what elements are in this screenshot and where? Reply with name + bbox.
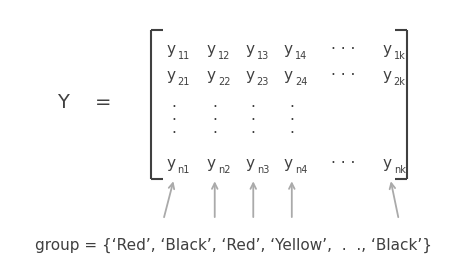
Text: y: y [166,68,175,83]
Text: .: . [251,121,256,136]
Text: nk: nk [394,165,406,175]
Text: y: y [382,42,391,57]
Text: n1: n1 [177,165,190,175]
Text: .: . [289,121,294,136]
Text: y: y [245,42,254,57]
Text: y: y [207,155,216,171]
Text: 14: 14 [295,51,307,61]
Text: 2k: 2k [394,77,406,87]
Text: .: . [212,95,217,110]
Text: y: y [284,155,293,171]
Text: y: y [245,68,254,83]
Text: · · ·: · · · [331,42,355,57]
Text: 23: 23 [256,77,269,87]
Text: 24: 24 [295,77,307,87]
Text: 1k: 1k [394,51,405,61]
Text: y: y [166,42,175,57]
Text: .: . [172,95,176,110]
Text: group = {‘Red’, ‘Black’, ‘Red’, ‘Yellow’,  .  ., ‘Black’}: group = {‘Red’, ‘Black’, ‘Red’, ‘Yellow’… [36,238,432,253]
Text: .: . [212,121,217,136]
Text: 13: 13 [256,51,269,61]
Text: y: y [245,155,254,171]
Text: .: . [289,108,294,123]
Text: 21: 21 [177,77,190,87]
Text: 11: 11 [177,51,190,61]
Text: · · ·: · · · [331,155,355,171]
Text: .: . [289,95,294,110]
Text: n2: n2 [218,165,231,175]
Text: .: . [172,108,176,123]
Text: n4: n4 [295,165,307,175]
Text: 22: 22 [218,77,231,87]
Text: y: y [382,68,391,83]
Text: Y: Y [57,93,69,112]
Text: .: . [251,108,256,123]
Text: .: . [212,108,217,123]
Text: y: y [207,42,216,57]
Text: y: y [284,68,293,83]
Text: y: y [166,155,175,171]
Text: =: = [95,93,112,112]
Text: 12: 12 [218,51,231,61]
Text: .: . [251,95,256,110]
Text: n3: n3 [256,165,269,175]
Text: · · ·: · · · [331,68,355,83]
Text: y: y [207,68,216,83]
Text: y: y [284,42,293,57]
Text: y: y [382,155,391,171]
Text: .: . [172,121,176,136]
